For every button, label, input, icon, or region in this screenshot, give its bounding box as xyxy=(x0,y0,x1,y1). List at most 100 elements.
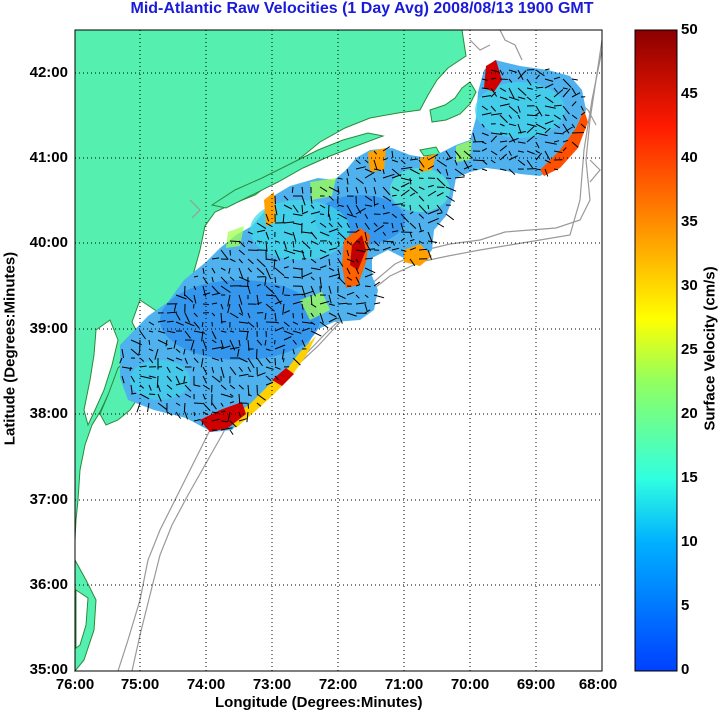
velocity-arrow xyxy=(211,267,216,274)
velocity-arrow xyxy=(310,220,316,224)
velocity-arrow xyxy=(382,231,387,236)
velocity-arrow xyxy=(211,339,217,344)
velocity-arrow xyxy=(328,312,337,318)
velocity-arrow xyxy=(247,312,251,319)
velocity-arrow xyxy=(319,231,330,237)
velocity-arrow xyxy=(364,171,375,179)
velocity-arrow xyxy=(535,141,540,149)
velocity-arrow xyxy=(229,429,234,435)
velocity-arrow xyxy=(508,132,516,143)
velocity-arrow xyxy=(382,186,391,196)
velocity-arrow xyxy=(409,168,420,175)
velocity-arrow xyxy=(166,411,173,416)
velocity-arrow xyxy=(227,411,231,422)
velocity-arrow xyxy=(319,321,329,329)
velocity-arrow xyxy=(328,222,333,228)
velocity-arrow xyxy=(355,267,360,275)
velocity-arrow xyxy=(256,240,263,243)
velocity-arrow xyxy=(400,213,410,223)
velocity-arrow xyxy=(508,78,513,83)
velocity-arrow xyxy=(400,182,410,188)
velocity-arrow xyxy=(238,294,243,305)
velocity-arrow xyxy=(247,393,252,397)
velocity-arrow xyxy=(220,410,226,413)
colorbar-tick-label: 25 xyxy=(681,341,698,358)
velocity-arrow xyxy=(301,312,304,319)
velocity-arrow xyxy=(283,330,294,336)
velocity-arrow xyxy=(373,224,385,233)
x-tick-label: 69:00 xyxy=(516,676,556,693)
velocity-arrow xyxy=(337,177,343,180)
velocity-arrow xyxy=(229,420,237,428)
velocity-arrow xyxy=(571,101,577,107)
velocity-vector-arrows xyxy=(119,68,587,435)
velocity-arrow xyxy=(238,418,247,422)
velocity-arrow xyxy=(481,147,488,152)
velocity-max-hudson-canyon xyxy=(350,235,366,270)
velocity-arrow xyxy=(562,147,567,152)
velocity-arrow xyxy=(264,312,267,320)
velocity-arrow xyxy=(409,247,417,251)
y-tick-label: 35:00 xyxy=(29,661,68,678)
velocity-arrow xyxy=(436,212,443,215)
velocity-arrow xyxy=(310,211,321,215)
velocity-arrow xyxy=(409,177,412,185)
x-tick-label: 74:00 xyxy=(186,676,226,693)
velocity-arrow xyxy=(517,70,527,80)
velocity-arrow xyxy=(445,150,452,160)
velocity-arrow xyxy=(283,195,289,201)
velocity-arrow xyxy=(202,292,211,296)
velocity-arrow xyxy=(418,230,425,233)
velocity-arrow xyxy=(382,158,388,161)
velocity-arrow xyxy=(382,168,385,175)
velocity-arrow xyxy=(301,290,314,296)
velocity-arrow xyxy=(201,330,204,342)
velocity-arrow xyxy=(499,96,508,101)
velocity-arrow xyxy=(409,186,418,194)
velocity-arrow xyxy=(328,303,335,306)
velocity-arrow xyxy=(220,330,227,333)
velocity-arrow xyxy=(382,204,385,210)
velocity-arrow xyxy=(571,132,584,134)
velocity-arrow xyxy=(373,177,376,182)
velocity-arrow xyxy=(292,357,301,366)
velocity-arrow xyxy=(553,87,558,93)
colorbar-tick-label: 10 xyxy=(681,533,698,550)
velocity-arrow xyxy=(463,164,473,170)
velocity-arrow xyxy=(508,137,519,143)
velocity-arrow xyxy=(319,186,328,192)
velocity-arrow xyxy=(427,209,440,215)
velocity-arrow xyxy=(228,267,231,274)
long-island xyxy=(210,132,385,209)
velocity-arrow xyxy=(202,276,209,285)
velocity-arrow xyxy=(409,231,413,238)
map-plot-area xyxy=(74,29,603,673)
velocity-arrow xyxy=(337,276,346,285)
colorbar-tick-label: 0 xyxy=(681,661,690,678)
velocity-arrow xyxy=(499,145,508,152)
velocity-arrow xyxy=(481,168,488,172)
velocity-arrow xyxy=(499,168,507,171)
velocity-arrow xyxy=(301,186,304,194)
velocity-arrow xyxy=(292,267,303,270)
velocity-arrow xyxy=(355,249,366,253)
velocity-arrow xyxy=(193,384,201,387)
velocity-arrow xyxy=(490,77,497,80)
velocity-arrow xyxy=(121,348,124,359)
velocity-arrow xyxy=(355,240,361,243)
velocity-arrow xyxy=(301,231,313,234)
velocity-arrow xyxy=(211,402,217,410)
velocity-arrow xyxy=(454,150,462,159)
x-tick-label: 71:00 xyxy=(384,676,424,693)
velocity-arrow xyxy=(265,231,270,240)
velocity-arrow xyxy=(166,347,173,350)
velocity-arrow xyxy=(391,222,394,229)
velocity-arrow xyxy=(328,186,340,193)
velocity-arrow xyxy=(256,301,262,305)
velocity-arrow xyxy=(193,330,206,334)
velocity-arrow xyxy=(346,258,355,263)
velocity-arrow xyxy=(136,402,141,413)
velocity-arrow xyxy=(454,159,458,166)
velocity-arrow xyxy=(319,265,327,269)
velocity-arrow xyxy=(391,247,400,251)
